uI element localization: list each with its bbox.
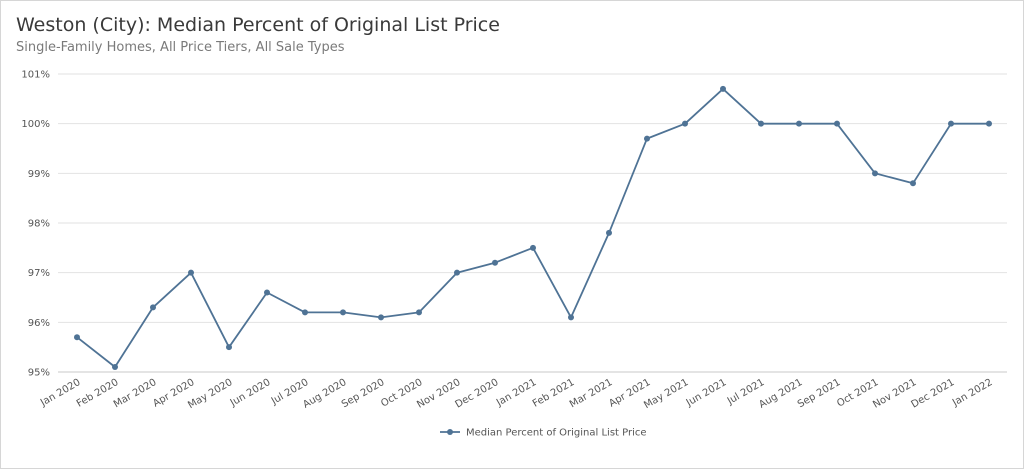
chart-subtitle: Single-Family Homes, All Price Tiers, Al…	[16, 40, 345, 55]
data-point[interactable]	[530, 244, 536, 251]
chart-title: Weston (City): Median Percent of Origina…	[16, 14, 500, 36]
y-tick-label: 95%	[28, 368, 50, 379]
y-tick-label: 96%	[28, 318, 50, 329]
x-tick-label: Jan 2020	[38, 377, 83, 409]
data-point[interactable]	[796, 120, 802, 127]
x-tick-label: Aug 2021	[757, 377, 804, 411]
data-point[interactable]	[226, 344, 232, 351]
data-point[interactable]	[986, 120, 992, 127]
data-point[interactable]	[492, 259, 498, 266]
x-tick-label: Sep 2021	[796, 377, 843, 410]
data-point[interactable]	[682, 120, 688, 127]
y-tick-label: 98%	[28, 219, 50, 230]
data-point[interactable]	[758, 120, 764, 127]
data-point[interactable]	[606, 229, 612, 236]
x-tick-label: Dec 2020	[453, 377, 500, 411]
x-tick-label: Jun 2021	[684, 377, 729, 409]
y-tick-label: 97%	[28, 268, 50, 279]
legend-marker	[447, 429, 453, 435]
series-line	[76, 88, 989, 368]
data-point[interactable]	[910, 180, 916, 187]
y-tick-label: 99%	[28, 169, 50, 180]
x-tick-label: Mar 2020	[112, 377, 159, 410]
series-layer	[74, 85, 992, 371]
x-tick-label: Sep 2020	[340, 377, 387, 410]
data-point[interactable]	[150, 304, 156, 311]
data-point[interactable]	[568, 314, 574, 321]
x-tick-label: Dec 2021	[909, 377, 956, 411]
x-tick-label: Jan 2022	[950, 377, 995, 409]
data-point[interactable]	[720, 85, 726, 92]
x-tick-label: Jun 2020	[228, 377, 273, 409]
data-point[interactable]	[302, 309, 308, 316]
x-tick-label: Jan 2021	[494, 377, 539, 409]
data-point[interactable]	[834, 120, 840, 127]
data-point[interactable]	[454, 269, 460, 276]
data-point[interactable]	[644, 135, 650, 142]
data-point[interactable]	[416, 309, 422, 316]
y-tick-label: 101%	[21, 70, 50, 81]
y-tick-label: 100%	[21, 119, 50, 130]
gridlines	[58, 73, 1007, 373]
data-point[interactable]	[872, 170, 878, 177]
data-point[interactable]	[340, 309, 346, 316]
y-axis-ticks: 95% 96% 97% 98% 99% 100% 101%	[21, 70, 50, 379]
legend[interactable]: Median Percent of Original List Price	[440, 428, 647, 439]
x-tick-label: Aug 2020	[301, 377, 348, 411]
data-point[interactable]	[188, 269, 194, 276]
data-point[interactable]	[74, 334, 80, 341]
legend-label[interactable]: Median Percent of Original List Price	[466, 428, 647, 439]
data-point[interactable]	[378, 314, 384, 321]
data-point[interactable]	[112, 364, 118, 371]
data-point[interactable]	[948, 120, 954, 127]
x-tick-label: Mar 2021	[568, 377, 615, 410]
data-point[interactable]	[264, 289, 270, 296]
